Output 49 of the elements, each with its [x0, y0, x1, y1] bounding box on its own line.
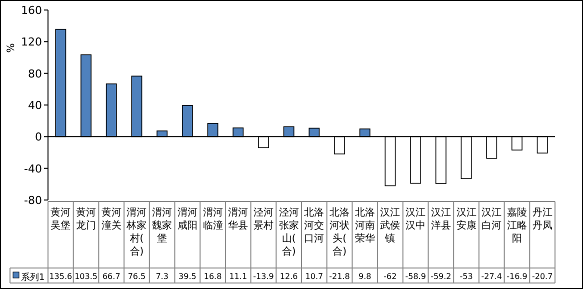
y-tick-label: 0	[35, 130, 42, 144]
x-tick-label: 渭河魏家堡	[152, 206, 172, 244]
data-label: -59.2	[430, 272, 452, 281]
data-label: -27.4	[481, 272, 502, 281]
x-tick-label: 汉江安康	[456, 206, 476, 232]
x-tick-label: 渭河林家村(合)	[126, 206, 147, 258]
legend-label: 系列1	[21, 272, 45, 283]
y-tick-label: 80	[28, 67, 42, 80]
y-tick-label: -80	[24, 194, 42, 207]
x-tick-label: 黄河潼关	[101, 206, 122, 232]
x-tick-label: 黄河龙门	[76, 206, 96, 232]
data-label: 11.1	[229, 272, 248, 281]
x-tick-label: 汉江白河	[482, 206, 502, 232]
data-label: 76.5	[128, 272, 146, 281]
x-tick-label: 丹江丹凤	[532, 206, 552, 232]
x-tick-label: 泾河张家山(合)	[278, 206, 299, 258]
data-label: 7.3	[156, 272, 168, 281]
data-label: -13.9	[253, 272, 274, 281]
data-label: -58.9	[405, 272, 426, 281]
data-label: 16.8	[204, 272, 222, 281]
data-label: 135.6	[49, 272, 72, 281]
y-tick-label: 120	[21, 36, 42, 49]
data-label: -62	[384, 272, 397, 281]
x-tick-label: 渭河华县	[228, 206, 248, 232]
x-tick-label: 嘉陵江略阳	[506, 206, 527, 244]
y-axis-title: %	[6, 43, 17, 53]
y-tick-label: 160	[21, 4, 42, 17]
y-tick-label: 40	[28, 99, 42, 112]
x-tick-label: 黄河吴堡	[50, 206, 71, 232]
data-label: -21.8	[329, 272, 350, 281]
data-label: -53	[460, 272, 473, 281]
data-label: 12.6	[280, 272, 298, 281]
x-tick-label: 泾河景村	[253, 206, 274, 232]
data-label: -16.9	[506, 272, 528, 281]
x-tick-label: 渭河临潼	[202, 206, 223, 232]
y-tick-label: -40	[24, 162, 42, 176]
data-label: 103.5	[74, 272, 98, 281]
x-tick-label: 渭河咸阳	[177, 206, 198, 232]
data-label: 9.8	[358, 272, 372, 281]
data-label: 10.7	[305, 272, 324, 281]
x-tick-label: 汉江洋县	[430, 206, 451, 232]
x-tick-label: 北洛河状头(合)	[330, 206, 350, 258]
x-tick-label: 汉江武侯镇	[380, 206, 400, 244]
data-label: -20.7	[532, 272, 553, 281]
x-tick-label: 汉江汉中	[406, 206, 426, 232]
x-tick-label: 北洛河南荣华	[354, 206, 375, 244]
data-label: 66.7	[102, 272, 120, 281]
x-tick-label: 北洛河交口河	[304, 206, 324, 244]
data-label: 39.5	[178, 272, 196, 281]
